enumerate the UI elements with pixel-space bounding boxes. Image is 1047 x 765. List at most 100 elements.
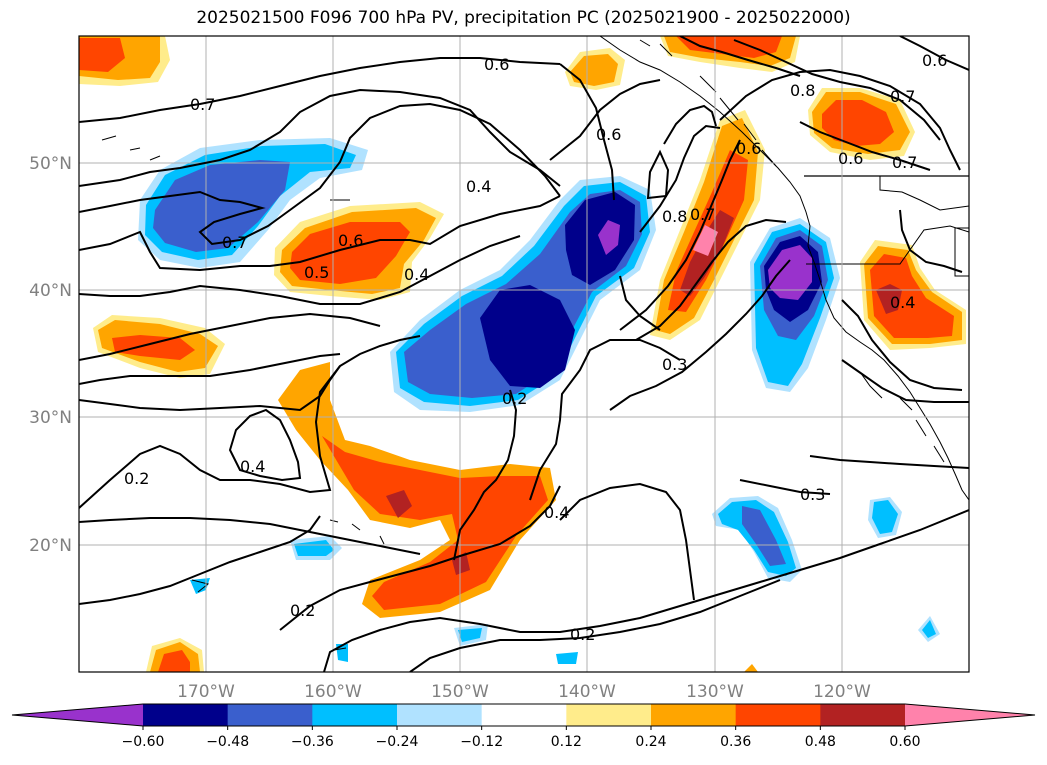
colorbar-tick-label: −0.60 [122, 734, 165, 750]
contour-line [228, 408, 302, 482]
lon-label-160w: 160°W [304, 682, 362, 702]
coastlines [101, 36, 969, 651]
colorbar-tick-label: −0.12 [460, 734, 503, 750]
colorbar-tick-label: 0.12 [551, 734, 582, 750]
colorbar-segment [481, 704, 567, 726]
contour-line [663, 104, 717, 145]
colorbar-segment [397, 704, 483, 726]
colorbar-extension-low [12, 704, 143, 726]
colorbar-tick-label: 0.36 [720, 734, 751, 750]
contour-line [79, 517, 421, 555]
lat-label-30n: 30°N [29, 408, 72, 428]
contour-line [409, 579, 781, 672]
lat-label-40n: 40°N [29, 281, 72, 301]
contour-label: 0.4 [890, 293, 915, 312]
map-frame [78, 35, 970, 673]
colorbar-segment [566, 704, 652, 726]
colorbar-tick-label: −0.48 [206, 734, 249, 750]
contour-line [79, 57, 561, 123]
colorbar-segment [312, 704, 398, 726]
contour-line [79, 88, 561, 187]
contour-label: 0.4 [544, 503, 569, 522]
contour-line [646, 149, 670, 200]
contour-label: 0.4 [404, 265, 429, 284]
contour-label: 0.6 [838, 149, 863, 168]
colorbar-tick-label: 0.60 [889, 734, 920, 750]
longitude-labels: 170°W 160°W 150°W 140°W 130°W 120°W [177, 682, 871, 702]
contour-label: 0.7 [890, 87, 915, 106]
pv-contours [79, 36, 969, 672]
contour-line [559, 63, 615, 201]
contour-label: 0.6 [338, 231, 363, 250]
colorbar-segment [735, 704, 821, 726]
contour-label: 0.6 [736, 139, 761, 158]
contour-line [639, 124, 721, 233]
contour-label: 0.7 [222, 233, 247, 252]
contour-line [549, 79, 661, 161]
contour-line [79, 515, 321, 605]
contour-line [79, 365, 341, 509]
contour-line [809, 455, 969, 469]
contour-label: 0.7 [892, 153, 917, 172]
contour-line [899, 36, 969, 71]
contour-line [635, 218, 787, 341]
lat-label-20n: 20°N [29, 536, 72, 556]
colorbar-tick-label: −0.24 [376, 734, 419, 750]
lat-label-50n: 50°N [29, 154, 72, 174]
contour-label: 0.8 [790, 81, 815, 100]
lon-label-170w: 170°W [177, 682, 235, 702]
map-title: 2025021500 F096 700 hPa PV, precipitatio… [196, 8, 851, 28]
colorbar-segment [143, 704, 229, 726]
colorbar-segment [227, 704, 313, 726]
contour-line [619, 275, 661, 331]
contour-line [79, 102, 561, 246]
contour-label: 0.2 [570, 625, 595, 644]
contour-line [279, 485, 561, 631]
colorbar-tick-label: 0.24 [635, 734, 666, 750]
contour-line [799, 121, 931, 171]
contour-line [79, 335, 421, 412]
contour-line [899, 209, 963, 273]
contour-label: 0.8 [662, 207, 687, 226]
contour-line [559, 482, 695, 601]
contour-label: 0.2 [290, 601, 315, 620]
contour-line [679, 36, 801, 77]
contour-label: 0.3 [662, 355, 687, 374]
colorbar-segment [820, 704, 906, 726]
contour-label: 0.4 [240, 457, 265, 476]
contour-label: 0.6 [484, 55, 509, 74]
contour-label: 0.6 [596, 125, 621, 144]
contour-line [79, 312, 381, 361]
colorbar-tick-label: −0.36 [291, 734, 334, 750]
contour-label: 0.3 [800, 485, 825, 504]
colorbar-extension-high [905, 704, 1035, 726]
contour-line [79, 353, 341, 385]
colorbar: −0.60 −0.48 −0.36 −0.24 −0.12 0.12 0.24 0.36 0.4… [11, 703, 1036, 750]
contour-label-group: 0.6 0.7 0.6 0.4 0.7 0.6 0.5 0.4 0.8 0.7 … [124, 51, 947, 644]
contour-line [79, 195, 561, 272]
precip-shading [79, 36, 966, 672]
contour-line [719, 68, 961, 171]
contour-label: 0.6 [922, 51, 947, 70]
contour-line [609, 259, 791, 411]
contour-line [453, 389, 518, 561]
contour-label: 0.4 [466, 177, 491, 196]
colorbar-tick-label: 0.48 [805, 734, 836, 750]
contour-label: 0.7 [690, 205, 715, 224]
colorbar-segment [651, 704, 737, 726]
contour-line [841, 359, 969, 403]
latitude-labels: 50°N 40°N 30°N 20°N [29, 154, 72, 556]
lon-label-130w: 130°W [686, 682, 744, 702]
contour-line [323, 509, 969, 672]
contour-line [739, 479, 831, 495]
contour-line [733, 39, 941, 141]
contour-line [79, 235, 521, 305]
lon-label-150w: 150°W [431, 682, 489, 702]
contour-label: 0.5 [304, 263, 329, 282]
contour-line [529, 339, 681, 501]
contour-label: 0.7 [190, 95, 215, 114]
contour-label: 0.2 [502, 389, 527, 408]
contour-line [841, 299, 963, 391]
lon-label-120w: 120°W [813, 682, 871, 702]
